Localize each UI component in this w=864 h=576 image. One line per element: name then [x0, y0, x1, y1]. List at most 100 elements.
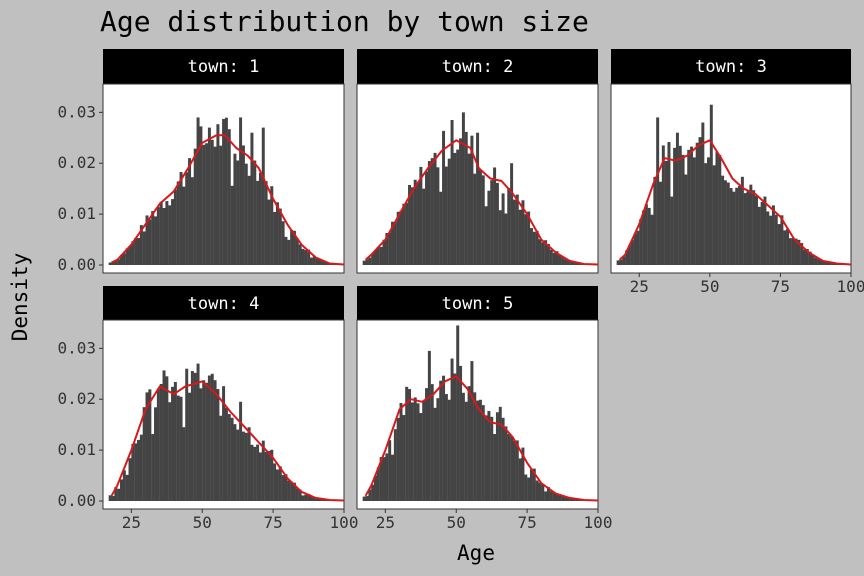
- histogram-bar: [230, 185, 234, 265]
- y-tick-label: 0.01: [57, 204, 96, 223]
- histogram-bar: [371, 484, 375, 501]
- histogram-bar: [461, 112, 465, 266]
- histogram-bar: [507, 188, 511, 265]
- histogram-bar: [139, 225, 143, 265]
- facet-panel: town: 1 0.00 0.01 0.02 0.03: [57, 49, 345, 274]
- histogram-bar: [819, 260, 823, 265]
- histogram-bar: [478, 170, 482, 265]
- histogram-bar: [298, 244, 302, 265]
- histogram-bar: [233, 424, 237, 501]
- histogram-bar: [476, 132, 480, 265]
- histogram-bar: [304, 250, 308, 265]
- histogram-bar: [495, 412, 499, 501]
- histogram-bar: [222, 118, 226, 265]
- histogram-bar: [524, 214, 528, 265]
- histogram-bar: [642, 210, 646, 265]
- histogram-bar: [131, 443, 135, 501]
- facet-panel: town: 4 0.00 0.01 0.02 0.03 25 50 75 100: [57, 286, 358, 532]
- histogram-bar: [788, 238, 792, 265]
- histogram-bar: [709, 104, 713, 266]
- histogram-bar: [374, 475, 377, 501]
- histogram-bar: [780, 215, 784, 265]
- histogram-bar: [368, 257, 372, 265]
- histogram-bar: [207, 375, 211, 501]
- histogram-bar: [527, 211, 531, 265]
- histogram-bar: [555, 251, 559, 265]
- facet-strip: [103, 49, 344, 84]
- histogram-bar: [159, 383, 163, 501]
- histogram-bar: [805, 249, 809, 265]
- histogram-bar: [467, 153, 471, 265]
- histogram-bar: [410, 402, 414, 501]
- histogram-bar: [422, 188, 426, 265]
- histogram-bar: [464, 401, 468, 501]
- histogram-bar: [142, 407, 146, 501]
- histogram-bar: [803, 249, 806, 265]
- histogram-bar: [647, 207, 651, 265]
- histogram-bar: [292, 482, 296, 501]
- histogram-bar: [239, 401, 243, 501]
- histogram-bar: [656, 117, 660, 265]
- histogram-bar: [667, 142, 671, 265]
- histogram-bar: [501, 193, 505, 265]
- histogram-bar: [117, 488, 121, 501]
- histogram-bar: [179, 396, 183, 501]
- histogram-bar: [484, 415, 488, 501]
- histogram-bar: [512, 440, 516, 501]
- histogram-bar: [202, 144, 206, 265]
- histogram-bar: [213, 146, 217, 265]
- histogram-bar: [139, 434, 143, 501]
- histogram-bar: [273, 211, 277, 265]
- y-tick-label: 0.03: [57, 338, 96, 357]
- histogram-bar: [379, 457, 383, 501]
- histogram-bar: [515, 440, 519, 501]
- histogram-bar: [512, 199, 516, 265]
- histogram-bar: [493, 434, 497, 501]
- histogram-bar: [379, 246, 383, 265]
- histogram-bar: [532, 468, 536, 501]
- density-curve: [618, 139, 852, 266]
- histogram-bar: [569, 498, 573, 501]
- histogram-bar: [701, 122, 705, 265]
- histogram-bar: [425, 171, 429, 265]
- histogram-bar: [278, 466, 282, 501]
- histogram-bar: [278, 208, 282, 265]
- histogram-bar: [273, 463, 277, 501]
- histogram-bar: [450, 358, 454, 501]
- histogram-bar: [125, 248, 129, 265]
- histogram-bar: [318, 498, 322, 501]
- facet-panel: town: 2: [356, 49, 599, 274]
- histogram-bar: [399, 403, 403, 501]
- histogram-bar: [831, 263, 835, 265]
- histogram-bar: [267, 450, 271, 501]
- histogram-bar: [151, 211, 155, 265]
- histogram-bar: [425, 388, 429, 501]
- histogram-bar: [216, 389, 220, 501]
- histogram-bar: [473, 173, 477, 265]
- histogram-bar: [134, 443, 138, 501]
- histogram-bar: [253, 446, 257, 501]
- histogram-bar: [393, 221, 397, 265]
- histogram-bar: [290, 481, 294, 501]
- facet-panel: town: 3 25 50 75 100: [610, 49, 864, 296]
- histogram-bar: [487, 190, 491, 265]
- histogram-bar: [493, 167, 497, 265]
- histogram-bar: [456, 149, 460, 265]
- y-axis-label: Density: [8, 253, 32, 342]
- histogram-bar: [134, 237, 138, 265]
- histogram-bar: [552, 491, 556, 501]
- histogram-bar: [362, 496, 366, 501]
- histogram-bar: [473, 392, 477, 501]
- histogram-bar: [241, 145, 245, 265]
- histogram-bar: [422, 400, 426, 501]
- histogram-bar: [185, 368, 189, 501]
- histogram-bar: [481, 175, 485, 265]
- x-tick-label: 25: [630, 277, 649, 296]
- histogram-bar: [673, 147, 677, 265]
- histogram-bar: [128, 458, 132, 501]
- histogram-bar: [490, 180, 494, 265]
- histogram-bar: [193, 372, 197, 501]
- histogram-bar: [453, 152, 457, 265]
- histogram-bar: [151, 434, 155, 501]
- histogram-bar: [108, 262, 112, 265]
